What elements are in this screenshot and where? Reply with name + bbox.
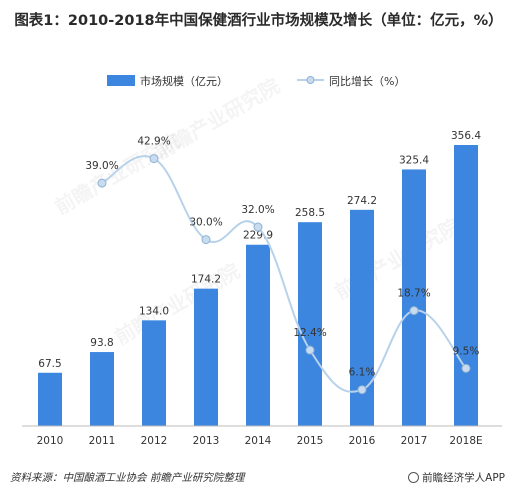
bar-label-2017: 325.4 bbox=[399, 154, 429, 166]
bar-series bbox=[38, 145, 478, 426]
watermark-text-1: 前瞻产业研究院 bbox=[111, 259, 244, 350]
bar-label-2011: 93.8 bbox=[90, 337, 113, 349]
chart-title: 图表1：2010-2018年中国保健酒行业市场规模及增长（单位：亿元，%） bbox=[14, 13, 503, 29]
growth-marker-2012 bbox=[149, 154, 159, 164]
bar-2014 bbox=[246, 244, 270, 426]
growth-line bbox=[101, 155, 467, 393]
growth-marker-2018E bbox=[461, 363, 471, 373]
x-tick-2010: 2010 bbox=[37, 435, 64, 447]
growth-marker-2013 bbox=[201, 235, 211, 245]
source-note: 资料来源：中国酿酒工业协会 前瞻产业研究院整理 bbox=[10, 472, 245, 484]
legend-line-marker bbox=[306, 76, 315, 84]
brand-text: 前瞻经济学人APP bbox=[422, 472, 505, 484]
x-axis-tick-labels: 2010 2011 2012 2013 2014 2015 2016 2017 2018E bbox=[37, 435, 483, 447]
x-tick-2017: 2017 bbox=[401, 435, 428, 447]
x-tick-2012: 2012 bbox=[141, 435, 168, 447]
growth-label-2017: 18.7% bbox=[397, 288, 430, 300]
bar-2012 bbox=[142, 320, 166, 426]
bar-label-2018E: 356.4 bbox=[451, 130, 481, 142]
growth-label-2015: 12.4% bbox=[293, 327, 326, 339]
growth-marker-2015 bbox=[305, 345, 315, 355]
growth-marker-2014 bbox=[253, 222, 263, 232]
growth-label-2013: 30.0% bbox=[189, 217, 222, 229]
x-tick-2014: 2014 bbox=[245, 435, 272, 447]
x-tick-2013: 2013 bbox=[193, 435, 220, 447]
growth-label-2016: 6.1% bbox=[349, 367, 376, 379]
bar-2017 bbox=[402, 169, 426, 426]
bar-value-labels: 67.593.8134.0174.2229.9258.5274.2325.435… bbox=[38, 130, 481, 370]
bar-label-2012: 134.0 bbox=[139, 305, 169, 317]
growth-label-2012: 42.9% bbox=[137, 136, 170, 148]
bar-label-2013: 174.2 bbox=[191, 274, 221, 286]
legend: 市场规模（亿元） 同比增长（%） bbox=[107, 74, 405, 88]
growth-label-2011: 39.0% bbox=[85, 160, 118, 172]
legend-line-label: 同比增长（%） bbox=[329, 74, 405, 88]
growth-label-2018E: 9.5% bbox=[453, 345, 480, 357]
bar-2011 bbox=[90, 352, 114, 426]
growth-markers bbox=[97, 154, 471, 395]
growth-label-2014: 32.0% bbox=[241, 204, 274, 216]
x-tick-2015: 2015 bbox=[297, 435, 324, 447]
legend-bar-swatch bbox=[107, 75, 135, 86]
x-tick-2016: 2016 bbox=[349, 435, 376, 447]
growth-marker-2011 bbox=[97, 178, 107, 188]
legend-bar-label: 市场规模（亿元） bbox=[140, 74, 228, 88]
growth-marker-2016 bbox=[357, 385, 367, 395]
brand-logo-icon bbox=[408, 472, 420, 483]
bar-2010 bbox=[38, 372, 62, 426]
bar-2018E bbox=[454, 145, 478, 426]
bar-label-2010: 67.5 bbox=[38, 358, 61, 370]
bar-label-2016: 274.2 bbox=[347, 195, 377, 207]
bar-2015 bbox=[298, 222, 322, 426]
bar-label-2015: 258.5 bbox=[295, 207, 325, 219]
growth-marker-2017 bbox=[409, 306, 419, 316]
x-tick-2018E: 2018E bbox=[449, 435, 482, 447]
brand-credit: 前瞻经济学人APP bbox=[408, 470, 505, 485]
x-tick-2011: 2011 bbox=[89, 435, 116, 447]
growth-value-labels: 39.0% 42.9% 30.0% 32.0% 12.4% 6.1% 18.7% 9.5% bbox=[85, 136, 479, 379]
bar-2013 bbox=[194, 288, 218, 426]
